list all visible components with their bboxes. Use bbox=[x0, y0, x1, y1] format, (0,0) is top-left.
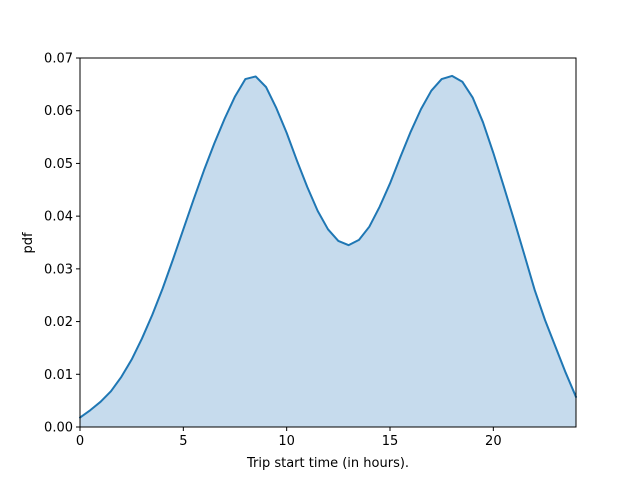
x-tick-label: 15 bbox=[382, 434, 399, 449]
plot-frame bbox=[79, 57, 577, 428]
y-tick-label: 0.07 bbox=[44, 52, 73, 67]
axes-frame bbox=[79, 57, 577, 428]
y-tick-label: 0.00 bbox=[44, 421, 73, 436]
density-line bbox=[79, 74, 577, 419]
y-tick-label: 0.06 bbox=[44, 104, 73, 119]
y-tick-label: 0.01 bbox=[44, 368, 73, 383]
x-axis-label: Trip start time (in hours). bbox=[246, 456, 409, 471]
area-layer bbox=[79, 74, 577, 428]
x-tick-label: 10 bbox=[278, 434, 295, 449]
tick-layer: 0 5 10 15 20 0.00 0.01 0.02 0.03 0.04 0.05 0.06 0.07 bbox=[44, 52, 502, 450]
y-tick-label: 0.02 bbox=[44, 315, 73, 330]
y-tick-label: 0.03 bbox=[44, 262, 73, 277]
y-tick-label: 0.04 bbox=[44, 210, 73, 225]
y-tick-label: 0.05 bbox=[44, 157, 73, 172]
x-tick-label: 20 bbox=[485, 434, 502, 449]
x-tick-label: 0 bbox=[76, 434, 84, 449]
x-tick-label: 5 bbox=[179, 434, 187, 449]
y-axis-label: pdf bbox=[21, 232, 36, 254]
density-fill bbox=[80, 75, 576, 428]
